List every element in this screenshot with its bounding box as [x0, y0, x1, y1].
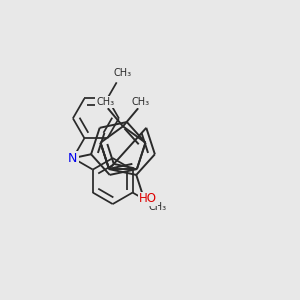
Text: CH₃: CH₃: [132, 97, 150, 107]
Text: CH₃: CH₃: [149, 202, 167, 212]
Text: N: N: [68, 152, 78, 165]
Text: CH₃: CH₃: [113, 68, 131, 78]
Text: CH₃: CH₃: [96, 97, 114, 107]
Text: HO: HO: [139, 193, 157, 206]
